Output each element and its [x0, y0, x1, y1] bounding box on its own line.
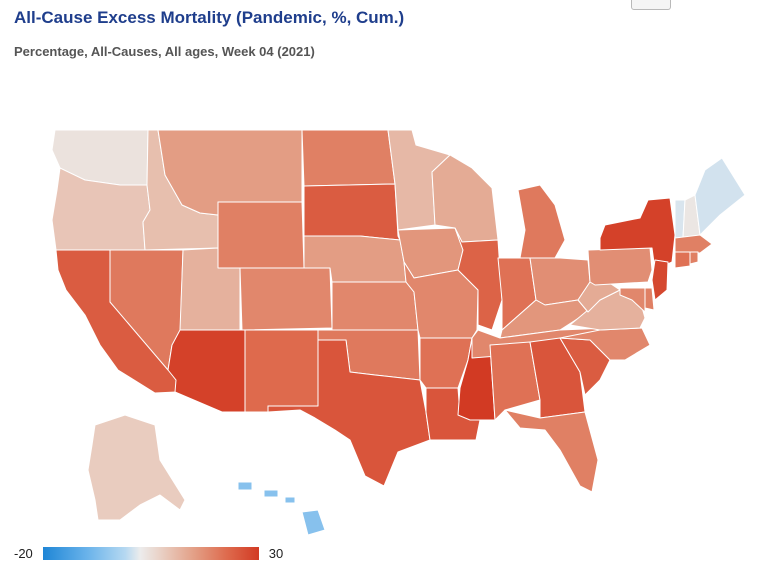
- state-sd[interactable]: [303, 183, 401, 241]
- legend-max-label: 30: [268, 545, 284, 561]
- state-pa[interactable]: [587, 247, 653, 286]
- state-ma[interactable]: [674, 234, 713, 254]
- state-nd[interactable]: [301, 129, 396, 187]
- color-legend: -20 30: [14, 544, 283, 562]
- state-ak[interactable]: [87, 414, 186, 521]
- map-subtitle: Percentage, All-Causes, All ages, Week 0…: [14, 44, 315, 59]
- state-de[interactable]: [644, 287, 655, 311]
- legend-gradient-bar: [42, 546, 259, 560]
- state-fl[interactable]: [504, 409, 599, 493]
- state-wy[interactable]: [217, 201, 305, 269]
- state-co[interactable]: [239, 267, 333, 331]
- state-nm[interactable]: [244, 329, 319, 413]
- state-ri[interactable]: [689, 251, 699, 265]
- state-az[interactable]: [167, 329, 246, 413]
- state-mi[interactable]: [517, 184, 566, 259]
- state-md[interactable]: [619, 287, 646, 313]
- state-ks[interactable]: [331, 281, 419, 331]
- state-tx[interactable]: [267, 339, 431, 487]
- state-nj[interactable]: [651, 259, 669, 301]
- state-ct[interactable]: [674, 251, 691, 269]
- legend-min-label: -20: [14, 545, 33, 561]
- state-hi[interactable]: [237, 481, 326, 536]
- state-la[interactable]: [425, 387, 481, 441]
- state-al[interactable]: [489, 341, 541, 421]
- map-title: All-Cause Excess Mortality (Pandemic, %,…: [14, 8, 405, 27]
- menu-button[interactable]: [631, 0, 671, 10]
- state-me[interactable]: [694, 157, 746, 236]
- state-il[interactable]: [454, 227, 503, 331]
